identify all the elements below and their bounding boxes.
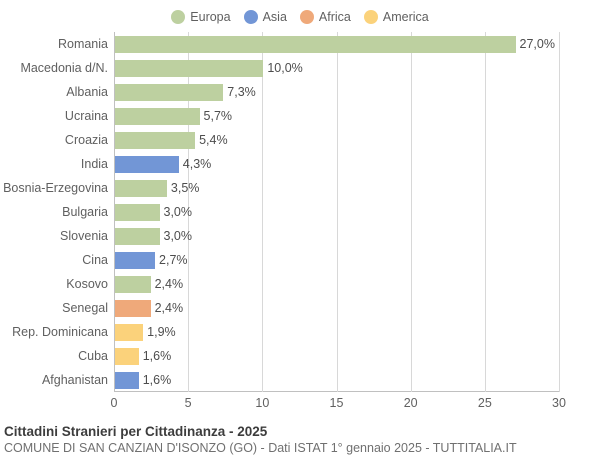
- category-label-india: India: [80, 157, 108, 171]
- legend-item-label: America: [382, 9, 429, 24]
- chart-row: Rep. Dominicana 1,9%: [0, 320, 600, 344]
- value-label: 1,6%: [142, 373, 172, 387]
- category-label-croazia: Croazia: [64, 133, 108, 147]
- chart-title: Cittadini Stranieri per Cittadinanza - 2…: [4, 424, 268, 439]
- legend-item-america[interactable]: America: [363, 9, 429, 24]
- chart-subtitle: COMUNE DI SAN CANZIAN D'ISONZO (GO) - Da…: [4, 441, 517, 455]
- x-gridline: [559, 32, 560, 392]
- category-label-macedonia-d-n: Macedonia d/N.: [20, 61, 108, 75]
- category-label-senegal: Senegal: [62, 301, 108, 315]
- bar-bosnia-erzegovina[interactable]: [115, 179, 167, 197]
- category-label-cina: Cina: [82, 253, 108, 267]
- category-label-rep-dominicana: Rep. Dominicana: [12, 325, 108, 339]
- value-label: 2,7%: [159, 253, 188, 267]
- value-label: 5,4%: [199, 133, 228, 147]
- chart-footer: Cittadini Stranieri per Cittadinanza - 2…: [4, 423, 596, 457]
- bar-india[interactable]: [115, 155, 179, 173]
- chart-row: Macedonia d/N. 10,0%: [0, 56, 600, 80]
- value-label: 7,3%: [227, 85, 256, 99]
- bar-ucraina[interactable]: [115, 107, 200, 125]
- bar-croazia[interactable]: [115, 131, 196, 149]
- value-label: 4,3%: [182, 157, 212, 171]
- value-label: 5,7%: [203, 109, 233, 123]
- legend-item-asia[interactable]: Asia: [243, 9, 287, 24]
- x-gridline: [262, 32, 264, 392]
- category-label-bosnia-erzegovina: Bosnia-Erzegovina: [3, 181, 108, 195]
- x-gridline: [410, 32, 412, 392]
- legend-item-africa[interactable]: Africa: [299, 9, 351, 24]
- bar-cina[interactable]: [115, 251, 156, 269]
- value-label: 1,9%: [147, 325, 176, 339]
- bar-bulgaria[interactable]: [115, 203, 160, 221]
- bar-romania[interactable]: [115, 35, 516, 53]
- x-axis-tick-label: 25: [477, 396, 492, 410]
- value-label: 3,0%: [163, 205, 193, 219]
- value-label: 1,6%: [142, 349, 172, 363]
- value-label: 27,0%: [519, 37, 555, 51]
- x-gridline: [188, 32, 190, 392]
- chart-row: Romania 27,0%: [0, 32, 600, 56]
- chart-row: Albania 7,3%: [0, 80, 600, 104]
- y-axis-line: [114, 32, 115, 392]
- chart-row: Ucraina 5,7%: [0, 104, 600, 128]
- circle-swatch-icon: [363, 10, 378, 24]
- bar-afghanistan[interactable]: [115, 371, 139, 389]
- category-label-afghanistan: Afghanistan: [41, 373, 108, 387]
- category-label-bulgaria: Bulgaria: [62, 205, 108, 219]
- value-label: 2,4%: [154, 301, 184, 315]
- bar-albania[interactable]: [115, 83, 224, 101]
- x-axis-tick-label: 30: [552, 396, 566, 410]
- category-label-slovenia: Slovenia: [60, 229, 108, 243]
- x-axis-tick-label: 20: [403, 396, 418, 410]
- x-gridline: [484, 32, 486, 392]
- value-label: 3,0%: [163, 229, 193, 243]
- value-label: 2,4%: [154, 277, 184, 291]
- plot-area: [114, 32, 560, 392]
- bar-kosovo[interactable]: [115, 275, 151, 293]
- x-axis-tick-label: 10: [255, 396, 270, 410]
- x-axis-tick-label: 0: [110, 396, 118, 410]
- category-label-cuba: Cuba: [78, 349, 108, 363]
- chart-legend: Europa Asia Africa America: [0, 6, 600, 28]
- legend-item-label: Africa: [318, 9, 351, 24]
- value-label: 10,0%: [267, 61, 303, 75]
- chart-row: Bulgaria 3,0%: [0, 200, 600, 224]
- bar-macedonia-d-n[interactable]: [115, 59, 264, 77]
- legend-item-label: Europa: [190, 9, 231, 24]
- legend-item-label: Asia: [262, 9, 287, 24]
- category-label-albania: Albania: [66, 85, 108, 99]
- category-label-romania: Romania: [57, 37, 108, 51]
- chart-row: Cuba 1,6%: [0, 344, 600, 368]
- circle-swatch-icon: [299, 10, 314, 24]
- category-label-ucraina: Ucraina: [64, 109, 108, 123]
- x-axis-tick-label: 5: [184, 396, 192, 410]
- category-label-kosovo: Kosovo: [66, 277, 108, 291]
- circle-swatch-icon: [243, 10, 258, 24]
- circle-swatch-icon: [171, 10, 186, 24]
- bar-rep-dominicana[interactable]: [115, 323, 144, 341]
- chart-row: Bosnia-Erzegovina 3,5%: [0, 176, 600, 200]
- value-label: 3,5%: [170, 181, 200, 195]
- chart-row: Kosovo 2,4%: [0, 272, 600, 296]
- bar-slovenia[interactable]: [115, 227, 160, 245]
- bar-senegal[interactable]: [115, 299, 151, 317]
- x-gridline: [336, 32, 338, 392]
- chart-row: Senegal 2,4%: [0, 296, 600, 320]
- chart-row: India 4,3%: [0, 152, 600, 176]
- chart-row: Croazia 5,4%: [0, 128, 600, 152]
- x-axis-tick-label: 15: [329, 396, 344, 410]
- chart-row: Afghanistan 1,6%: [0, 368, 600, 392]
- legend-item-europa[interactable]: Europa: [171, 9, 231, 24]
- chart-row: Cina 2,7%: [0, 248, 600, 272]
- chart-row: Slovenia 3,0%: [0, 224, 600, 248]
- chart-area: Romania 27,0% Macedonia d/N. 10,0% Albania 7,…: [0, 32, 600, 410]
- bar-cuba[interactable]: [115, 347, 139, 365]
